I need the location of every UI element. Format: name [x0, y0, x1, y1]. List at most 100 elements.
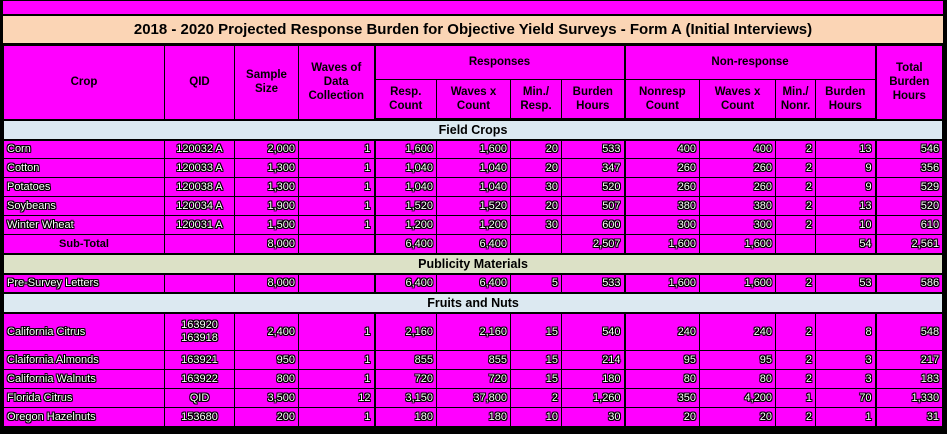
qid-cell	[164, 234, 235, 254]
value-cell: 548	[874, 312, 944, 351]
value-cell: 2	[775, 196, 817, 216]
col-header-nonresp-burden-hours: Burden Hours	[815, 79, 877, 121]
crop-cell: Sub-Total	[3, 234, 165, 254]
value-cell: 13	[815, 196, 877, 216]
value-cell: 356	[874, 158, 944, 178]
value-cell: 8,000	[234, 273, 299, 293]
table-row: Cotton 120033 A 1,300 1 1,040 1,040 20 347 260 26…	[3, 158, 944, 178]
value-cell: 533	[560, 139, 626, 159]
value-cell: 20	[510, 139, 562, 159]
col-header-nonresp-count: Nonresp Count	[623, 79, 701, 121]
value-cell: 10	[815, 215, 877, 235]
value-cell: 2,160	[436, 312, 511, 351]
crop-cell: Soybeans	[3, 196, 165, 216]
table-row: Oregon Hazelnuts 153680 200 1 180 180 10 30 20 20…	[3, 407, 944, 427]
value-cell: 15	[510, 312, 562, 351]
value-cell: 54	[815, 234, 877, 254]
value-cell: 2	[775, 407, 817, 427]
value-cell	[298, 273, 375, 293]
crop-cell: Claifornia Almonds	[3, 350, 165, 370]
table-header: Crop QID Sample Size Waves of Data Colle…	[3, 45, 944, 121]
value-cell: 200	[234, 407, 299, 427]
value-cell: 600	[560, 215, 626, 235]
value-cell: 300	[623, 215, 701, 235]
value-cell: 2	[775, 158, 817, 178]
value-cell: 1,040	[373, 158, 437, 178]
value-cell: 1	[298, 158, 375, 178]
value-cell: 1,200	[373, 215, 437, 235]
value-cell: 70	[815, 388, 877, 408]
value-cell: 1	[298, 312, 375, 351]
col-header-nonresp-waves-x-count: Waves x Count	[699, 79, 777, 121]
value-cell: 20	[623, 407, 701, 427]
value-cell: 529	[874, 177, 944, 197]
crop-cell: Florida Citrus	[3, 388, 165, 408]
value-cell: 1,600	[373, 139, 437, 159]
col-header-waves: Waves of Data Collection	[298, 45, 375, 120]
crop-cell: California Walnuts	[3, 369, 165, 389]
value-cell: 260	[623, 177, 701, 197]
crop-cell: Corn	[3, 139, 165, 159]
value-cell: 2	[775, 139, 817, 159]
value-cell: 15	[510, 369, 562, 389]
value-cell: 586	[874, 273, 944, 293]
table-row: Pre-Survey Letters 8,000 6,400 6,400 5 533 1,6…	[3, 273, 944, 293]
value-cell: 6,400	[373, 273, 437, 293]
value-cell: 380	[623, 196, 701, 216]
value-cell: 180	[373, 407, 437, 427]
value-cell: 2,000	[234, 139, 299, 159]
value-cell: 2	[775, 350, 817, 370]
value-cell: 1,600	[436, 139, 511, 159]
value-cell: 610	[874, 215, 944, 235]
value-cell: 1	[298, 139, 375, 159]
col-header-min-nonr: Min./ Nonr.	[775, 79, 817, 121]
value-cell: 540	[560, 312, 626, 351]
col-header-qid: QID	[164, 45, 235, 120]
value-cell: 2	[775, 312, 817, 351]
value-cell: 2	[775, 215, 817, 235]
value-cell: 3	[815, 369, 877, 389]
col-group-responses: Responses	[373, 45, 626, 80]
qid-cell	[164, 273, 235, 293]
value-cell: 8	[815, 312, 877, 351]
top-strip	[3, 1, 943, 14]
value-cell: 1	[298, 407, 375, 427]
col-header-crop: Crop	[3, 45, 165, 120]
value-cell: 6,400	[436, 234, 511, 254]
value-cell: 1	[298, 215, 375, 235]
value-cell: 95	[623, 350, 701, 370]
value-cell: 720	[373, 369, 437, 389]
table-row: Soybeans 120034 A 1,900 1 1,520 1,520 20 507 380…	[3, 196, 944, 216]
value-cell: 214	[560, 350, 626, 370]
value-cell: 1,300	[234, 158, 299, 178]
value-cell: 6,400	[436, 273, 511, 293]
value-cell: 80	[699, 369, 777, 389]
crop-cell: Cotton	[3, 158, 165, 178]
value-cell: 217	[874, 350, 944, 370]
value-cell: 30	[510, 215, 562, 235]
value-cell: 2,561	[874, 234, 944, 254]
value-cell: 2,400	[234, 312, 299, 351]
value-cell: 12	[298, 388, 375, 408]
value-cell: 1	[298, 369, 375, 389]
value-cell: 180	[560, 369, 626, 389]
col-header-resp-count: Resp. Count	[373, 79, 437, 121]
value-cell: 4,200	[699, 388, 777, 408]
qid-cell: 120034 A	[164, 196, 235, 216]
value-cell: 95	[699, 350, 777, 370]
table-row: Florida Citrus QID 3,500 12 3,150 37,800 2 1,26…	[3, 388, 944, 408]
section-title: Publicity Materials	[2, 252, 944, 275]
value-cell: 2	[775, 273, 817, 293]
value-cell: 1	[775, 388, 817, 408]
value-cell: 20	[510, 158, 562, 178]
qid-cell: 120032 A	[164, 139, 235, 159]
crop-cell: California Citrus	[3, 312, 165, 351]
value-cell: 1,600	[623, 273, 701, 293]
value-cell: 1,520	[436, 196, 511, 216]
crop-cell: Pre-Survey Letters	[3, 273, 165, 293]
col-header-resp-burden-hours: Burden Hours	[560, 79, 626, 121]
value-cell: 546	[874, 139, 944, 159]
value-cell	[510, 234, 562, 254]
section-band-row: Fruits and Nuts	[2, 291, 944, 314]
qid-cell: 120033 A	[164, 158, 235, 178]
